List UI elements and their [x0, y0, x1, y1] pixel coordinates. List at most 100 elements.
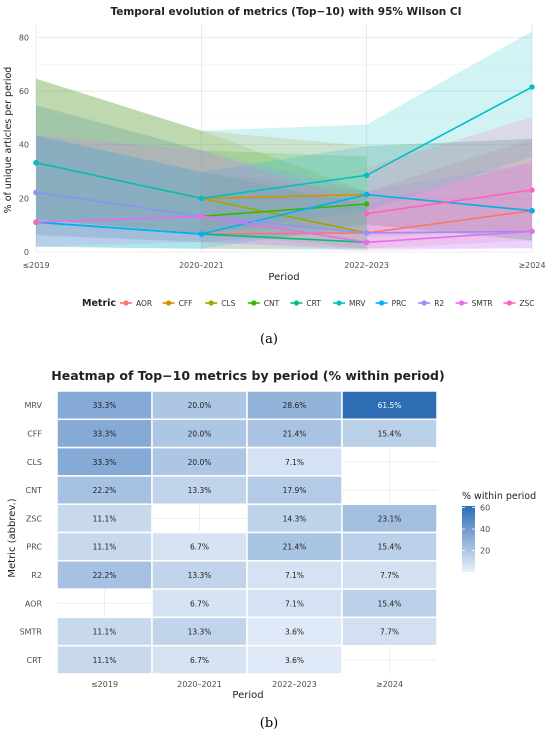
- cell-value-label: 11.1%: [93, 543, 117, 552]
- cell-value-label: 20.0%: [188, 401, 212, 410]
- ci-ribbon-mrv: [36, 31, 532, 234]
- cell-value-label: 23.1%: [378, 514, 402, 523]
- heatmap-cell: 15.4%: [341, 531, 438, 562]
- colorbar: [462, 506, 475, 572]
- legend-item-mrv: MRV: [333, 299, 366, 308]
- heatmap-cell: 23.1%: [341, 503, 438, 534]
- series-line-mrv: [35, 86, 533, 200]
- heatmap-cell: 15.4%: [341, 418, 438, 449]
- heatmap-cell: 20.0%: [151, 418, 248, 449]
- legend-label: CLS: [221, 299, 235, 308]
- cell-value-label: 15.4%: [378, 599, 402, 608]
- ci-ribbon-prc: [36, 135, 532, 249]
- cell-value-label: 14.3%: [283, 514, 307, 523]
- y-tick-label: CLS: [27, 458, 42, 467]
- cell-value-label: 28.6%: [283, 401, 307, 410]
- heatmap-cell: 33.3%: [56, 418, 153, 449]
- y-axis-label: % of unique articles per period: [3, 67, 14, 214]
- series-line-zsc: [366, 189, 533, 215]
- y-tick-label: 0: [24, 248, 29, 257]
- heatmap-cell: 11.1%: [56, 531, 153, 562]
- heatmap-cell: 22.2%: [56, 475, 153, 505]
- y-tick-labels: MRV CFF CLS CNT ZSC PRC R2 AOR SMTR CRT: [20, 401, 43, 665]
- point-mrv: [363, 172, 370, 178]
- y-tick-label: R2: [31, 571, 42, 580]
- ci-ribbon-crt: [36, 135, 367, 251]
- cell-value-label: 33.3%: [93, 458, 117, 467]
- y-tick-label: CNT: [26, 486, 43, 495]
- heatmap-cell: 13.3%: [151, 475, 248, 505]
- y-axis-label: Metric (abbrev.): [7, 498, 18, 577]
- ci-ribbon-cls: [36, 78, 367, 249]
- cell-value-label: 11.1%: [93, 514, 117, 523]
- y-tick-label: SMTR: [20, 628, 43, 637]
- y-tick-label: ZSC: [26, 514, 43, 523]
- heatmap-cell: 7.1%: [246, 588, 343, 619]
- line-chart: Temporal evolution of metrics (Top−10) w…: [3, 6, 546, 345]
- caption-b: (b): [260, 716, 278, 731]
- legend-label: CRT: [306, 299, 321, 308]
- cell-value-label: 15.4%: [378, 543, 402, 552]
- point-zsc: [363, 210, 370, 217]
- y-tick-label: CFF: [27, 429, 42, 438]
- heatmap-cell: 3.6%: [246, 644, 343, 675]
- heatmap-cell: 14.3%: [246, 503, 343, 534]
- cell-value-label: 21.4%: [283, 429, 307, 438]
- chart-title: Temporal evolution of metrics (Top−10) w…: [110, 6, 461, 18]
- heatmap-chart: Heatmap of Top−10 metrics by period (% w…: [7, 368, 536, 731]
- colorbar-title: % within period: [462, 491, 536, 502]
- point-mrv: [198, 195, 205, 202]
- series-line-smtr: [35, 215, 533, 244]
- ci-ribbons: [36, 31, 533, 251]
- caption-a: (a): [260, 332, 278, 345]
- legend-item-cls: CLS: [205, 299, 236, 308]
- heatmap-cell: 11.1%: [56, 616, 153, 647]
- colorbar-tick-label: 60: [480, 504, 490, 513]
- x-tick-labels: ≤2019 2020–2021 2022–2023 ≥2024: [91, 680, 403, 689]
- cell-value-label: 11.1%: [93, 628, 117, 637]
- cell-value-label: 3.6%: [285, 656, 304, 665]
- point-smtr: [198, 213, 205, 220]
- ci-ribbon-smtr: [36, 135, 532, 251]
- x-axis-label: Period: [268, 272, 299, 283]
- x-tick-labels: ≤2019 2020–2021 2022–2023 ≥2024: [22, 261, 545, 270]
- heatmap-title: Heatmap of Top−10 metrics by period (% w…: [51, 368, 444, 383]
- legend-item-cnt: CNT: [247, 299, 280, 308]
- cell-value-label: 11.1%: [93, 656, 117, 665]
- legend-item-cff: CFF: [162, 299, 192, 308]
- point-mrv: [33, 159, 39, 166]
- colorbar-ticks: 20 40 60: [462, 504, 490, 556]
- x-tick-label: ≥2024: [518, 261, 545, 270]
- cell-value-label: 33.3%: [93, 401, 117, 410]
- cell-value-label: 13.3%: [188, 628, 212, 637]
- cell-value-label: 17.9%: [283, 486, 307, 495]
- cell-value-label: 6.7%: [190, 543, 209, 552]
- heatmap-cells: 33.3% 20.0% 28.6% 61.5% 33.3% 20.0% 21.4% 15.4%…: [56, 390, 438, 675]
- heatmap-cell: 7.7%: [341, 616, 438, 647]
- x-tick-label: ≥2024: [376, 680, 403, 689]
- colorbar-tick-label: 40: [480, 525, 490, 534]
- heatmap-cell: 6.7%: [151, 644, 248, 675]
- x-tick-label: 2022–2023: [272, 680, 317, 689]
- heatmap-cell: 3.6%: [246, 616, 343, 647]
- point-cnt: [363, 201, 370, 207]
- heatmap-cell: 7.1%: [246, 560, 343, 590]
- point-mrv: [529, 84, 535, 90]
- point-smtr: [529, 228, 535, 235]
- cell-value-label: 7.1%: [285, 571, 304, 580]
- y-tick-label: 40: [19, 141, 29, 150]
- cell-value-label: 6.7%: [190, 656, 209, 665]
- legend-title: Metric: [82, 298, 116, 309]
- x-tick-label: ≤2019: [91, 680, 118, 689]
- heatmap-cell: 20.0%: [151, 390, 248, 421]
- x-tick-label: 2022–2023: [344, 261, 389, 270]
- heatmap-cell: 33.3%: [56, 446, 153, 477]
- x-axis-label: Period: [232, 690, 263, 701]
- cell-value-label: 22.2%: [93, 486, 117, 495]
- cell-value-label: 21.4%: [283, 543, 307, 552]
- x-tick-label: 2020–2021: [179, 261, 224, 270]
- heatmap-cell: 7.1%: [246, 446, 343, 477]
- legend-label: CNT: [264, 299, 280, 308]
- ci-ribbon-r2: [36, 105, 532, 249]
- y-tick-label: CRT: [27, 656, 43, 665]
